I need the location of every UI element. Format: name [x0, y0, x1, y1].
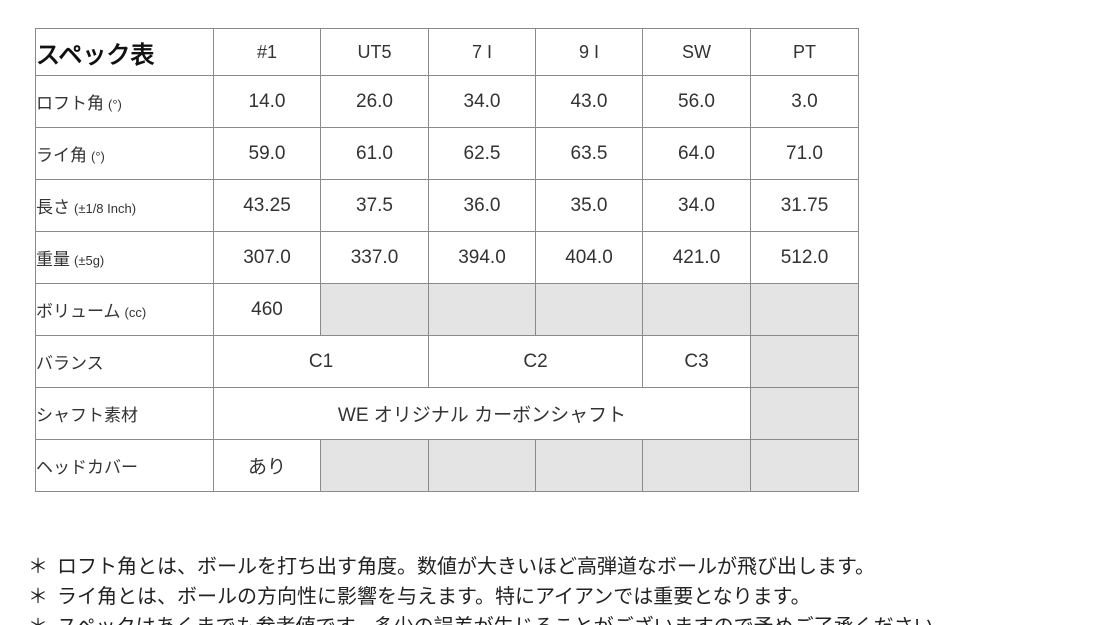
row-loft: ロフト角 (°) 14.0 26.0 34.0 43.0 56.0 3.0: [35, 75, 859, 128]
table-cell: 36.0: [428, 179, 536, 232]
column-header-1: #1: [213, 28, 321, 76]
table-cell: 337.0: [320, 231, 429, 284]
row-label-text: ボリューム: [36, 302, 121, 321]
asterisk-marker: ＊: [28, 612, 48, 625]
table-cell: 61.0: [320, 127, 429, 180]
asterisk-marker: ＊: [28, 556, 48, 578]
row-label-text: 重量: [36, 250, 71, 269]
table-cell: C3: [642, 335, 751, 388]
table-title: スペック表: [35, 28, 214, 76]
row-length: 長さ (±1/8 Inch) 43.25 37.5 36.0 35.0 34.0 …: [35, 179, 859, 232]
column-header-ut5: UT5: [320, 28, 429, 76]
footnote-text: スペックはあくまでも参考値です。多少の誤差が生じることがございますので予めご了承…: [57, 616, 954, 625]
empty-cell: [750, 283, 859, 336]
table-cell: 34.0: [428, 75, 536, 128]
row-label-lie: ライ角 (°): [35, 127, 214, 180]
empty-cell: [535, 439, 643, 492]
table-cell: あり: [213, 439, 321, 492]
column-header-sw: SW: [642, 28, 751, 76]
row-headcover: ヘッドカバー あり: [35, 439, 859, 492]
column-header-pt: PT: [750, 28, 859, 76]
table-cell: 512.0: [750, 231, 859, 284]
row-label-text: バランス: [36, 354, 104, 373]
table-cell: 62.5: [428, 127, 536, 180]
table-cell: 26.0: [320, 75, 429, 128]
spec-table: スペック表 #1 UT5 7 I 9 I SW PT ロフト角 (°) 14.0 …: [35, 28, 859, 492]
table-cell: 59.0: [213, 127, 321, 180]
row-label-headcover: ヘッドカバー: [35, 439, 214, 492]
row-volume: ボリューム (cc) 460: [35, 283, 859, 336]
row-label-unit: (±1/8 Inch): [74, 201, 137, 216]
column-header-9i: 9 I: [535, 28, 643, 76]
row-label-unit: (cc): [124, 305, 147, 320]
table-cell: 37.5: [320, 179, 429, 232]
column-header-7i: 7 I: [428, 28, 536, 76]
row-label-text: シャフト素材: [36, 406, 139, 425]
row-lie: ライ角 (°) 59.0 61.0 62.5 63.5 64.0 71.0: [35, 127, 859, 180]
table-cell: 394.0: [428, 231, 536, 284]
empty-cell: [320, 283, 429, 336]
footnote-text: ライ角とは、ボールの方向性に影響を与えます。特にアイアンでは重要となります。: [57, 586, 811, 608]
empty-cell: [750, 387, 859, 440]
row-label-shaft: シャフト素材: [35, 387, 214, 440]
footnote-disclaimer: ＊ スペックはあくまでも参考値です。多少の誤差が生じることがございますので予めご了…: [28, 612, 1088, 625]
footnotes: ＊ ロフト角とは、ボールを打ち出す角度。数値が大きいほど高弾道なボールが飛び出しま…: [28, 552, 1088, 625]
row-label-text: 長さ: [36, 198, 71, 217]
table-cell: 34.0: [642, 179, 751, 232]
asterisk-marker: ＊: [28, 586, 48, 608]
table-cell: 307.0: [213, 231, 321, 284]
table-cell: 64.0: [642, 127, 751, 180]
empty-cell: [750, 335, 859, 388]
empty-cell: [750, 439, 859, 492]
table-cell: C1: [213, 335, 429, 388]
table-cell: 71.0: [750, 127, 859, 180]
table-cell: 56.0: [642, 75, 751, 128]
empty-cell: [428, 439, 536, 492]
row-label-length: 長さ (±1/8 Inch): [35, 179, 214, 232]
empty-cell: [535, 283, 643, 336]
row-label-loft: ロフト角 (°): [35, 75, 214, 128]
table-cell: 460: [213, 283, 321, 336]
table-cell: 35.0: [535, 179, 643, 232]
header-row: スペック表 #1 UT5 7 I 9 I SW PT: [35, 28, 859, 76]
footnote-loft: ＊ ロフト角とは、ボールを打ち出す角度。数値が大きいほど高弾道なボールが飛び出しま…: [28, 552, 1088, 582]
footnote-text: ロフト角とは、ボールを打ち出す角度。数値が大きいほど高弾道なボールが飛び出します…: [57, 556, 875, 578]
row-label-weight: 重量 (±5g): [35, 231, 214, 284]
row-label-text: ロフト角: [36, 94, 105, 113]
table-cell: 14.0: [213, 75, 321, 128]
row-label-unit: (±5g): [74, 253, 105, 268]
row-label-unit: (°): [108, 97, 122, 112]
table-cell: C2: [428, 335, 643, 388]
table-cell: 421.0: [642, 231, 751, 284]
empty-cell: [642, 439, 751, 492]
row-label-volume: ボリューム (cc): [35, 283, 214, 336]
page: スペック表 #1 UT5 7 I 9 I SW PT ロフト角 (°) 14.0 …: [0, 28, 1103, 625]
empty-cell: [642, 283, 751, 336]
row-label-text: ヘッドカバー: [36, 458, 139, 477]
table-cell: 31.75: [750, 179, 859, 232]
row-label-text: ライ角: [36, 146, 88, 165]
empty-cell: [320, 439, 429, 492]
footnote-lie: ＊ ライ角とは、ボールの方向性に影響を与えます。特にアイアンでは重要となります。: [28, 582, 1088, 612]
table-cell: 43.0: [535, 75, 643, 128]
row-shaft: シャフト素材 WE オリジナル カーボンシャフト: [35, 387, 859, 440]
table-cell: 3.0: [750, 75, 859, 128]
table-cell: 43.25: [213, 179, 321, 232]
row-label-unit: (°): [91, 149, 105, 164]
empty-cell: [428, 283, 536, 336]
row-balance: バランス C1 C2 C3: [35, 335, 859, 388]
table-cell: 63.5: [535, 127, 643, 180]
row-weight: 重量 (±5g) 307.0 337.0 394.0 404.0 421.0 51…: [35, 231, 859, 284]
table-cell: WE オリジナル カーボンシャフト: [213, 387, 751, 440]
table-cell: 404.0: [535, 231, 643, 284]
row-label-balance: バランス: [35, 335, 214, 388]
